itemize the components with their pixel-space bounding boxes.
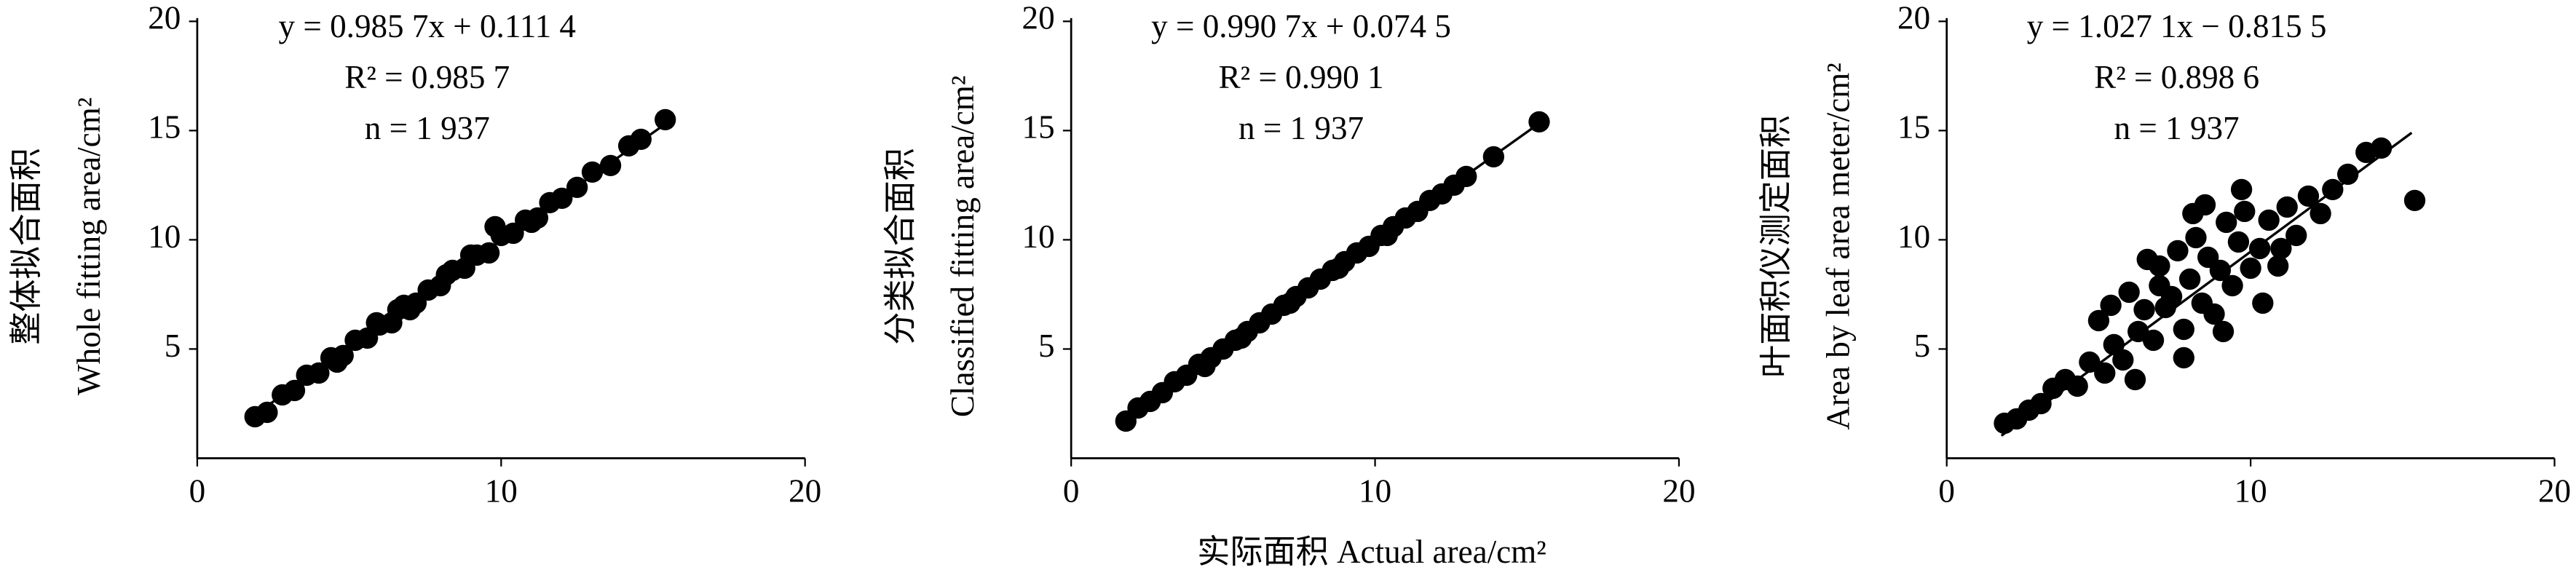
- x-tick-label: 0: [1938, 472, 1955, 509]
- point: [2227, 231, 2250, 253]
- point: [326, 351, 348, 373]
- y-tick-label: 15: [1022, 109, 1055, 146]
- point: [1376, 224, 1398, 247]
- point: [2310, 202, 2331, 225]
- annotation: R² = 0.898 6: [2094, 59, 2259, 95]
- y-axis-label: 整体拟合面积: [8, 148, 44, 345]
- point: [283, 379, 306, 402]
- fit-line: [2000, 132, 2413, 437]
- point: [2149, 274, 2170, 297]
- point: [2185, 226, 2207, 249]
- point: [387, 298, 409, 321]
- annotation: n = 1 937: [365, 110, 490, 146]
- point: [2258, 209, 2280, 231]
- fit-line: [254, 122, 666, 416]
- annotation: n = 1 937: [1238, 110, 1364, 146]
- annotation: y = 0.990 7x + 0.074 5: [1151, 8, 1451, 44]
- point: [459, 244, 482, 266]
- point: [2221, 274, 2243, 297]
- y-axis-label: 分类拟合面积: [882, 148, 918, 345]
- point: [2209, 259, 2232, 282]
- point: [2173, 318, 2194, 341]
- x-tick-label: 20: [1662, 472, 1695, 509]
- point: [521, 211, 542, 234]
- y-tick-label: 15: [1897, 109, 1930, 146]
- point: [2066, 375, 2088, 397]
- point: [2230, 178, 2253, 201]
- point: [1194, 355, 1216, 378]
- y-axis-label: Whole fitting area/cm²: [71, 98, 107, 395]
- point: [478, 242, 500, 264]
- point: [2252, 292, 2274, 314]
- point: [2136, 248, 2158, 271]
- point: [2285, 224, 2307, 247]
- point: [2240, 257, 2261, 280]
- x-tick-label: 10: [2235, 472, 2267, 509]
- point: [2133, 298, 2155, 321]
- annotation: y = 0.985 7x + 0.111 4: [279, 8, 576, 44]
- annotation: y = 1.027 1x − 0.815 5: [2027, 8, 2327, 44]
- point: [2167, 239, 2189, 262]
- point: [2142, 329, 2165, 352]
- x-axis-label: 实际面积 Actual area/cm²: [1197, 534, 1546, 570]
- y-tick-label: 10: [148, 218, 181, 255]
- point: [256, 401, 278, 424]
- x-tick-label: 0: [189, 472, 206, 509]
- y-tick-label: 10: [1897, 218, 1930, 255]
- y-axis-label: 叶面积仪测定面积: [1758, 115, 1794, 378]
- annotation: R² = 0.990 1: [1219, 59, 1384, 95]
- point: [484, 215, 506, 238]
- y-axis-label: Area by leaf area meter/cm²: [1820, 63, 1857, 429]
- y-tick-label: 10: [1022, 218, 1055, 255]
- point: [366, 312, 387, 334]
- fit-line: [1125, 122, 1540, 419]
- x-tick-label: 10: [485, 472, 518, 509]
- point: [2100, 294, 2122, 317]
- point: [2178, 268, 2201, 290]
- point: [2030, 392, 2052, 415]
- point: [2124, 368, 2146, 391]
- y-tick-label: 15: [148, 109, 181, 146]
- point: [2234, 200, 2256, 223]
- point: [2216, 211, 2237, 234]
- point: [2337, 163, 2359, 186]
- y-tick-label: 20: [1022, 0, 1055, 36]
- point: [2118, 281, 2140, 304]
- point: [2094, 362, 2116, 384]
- point: [2267, 255, 2289, 277]
- annotation: n = 1 937: [2114, 110, 2240, 146]
- x-tick-label: 10: [1359, 472, 1391, 509]
- point: [435, 264, 457, 286]
- y-tick-label: 5: [1914, 328, 1931, 364]
- point: [2403, 189, 2426, 212]
- point: [2173, 347, 2194, 369]
- point: [2087, 309, 2110, 332]
- point: [581, 161, 604, 183]
- point: [2182, 202, 2204, 225]
- point: [2203, 303, 2225, 325]
- y-tick-label: 20: [148, 0, 181, 36]
- y-axis-label: Classified fitting area/cm²: [944, 76, 981, 418]
- point: [2270, 237, 2292, 260]
- point: [655, 108, 676, 131]
- x-tick-label: 20: [789, 472, 821, 509]
- point: [2297, 185, 2320, 207]
- annotation: R² = 0.985 7: [344, 59, 510, 95]
- y-tick-label: 5: [1038, 328, 1055, 364]
- point: [2276, 196, 2298, 218]
- y-tick-label: 5: [165, 328, 181, 364]
- point: [2248, 237, 2271, 260]
- y-tick-label: 20: [1897, 0, 1930, 36]
- point: [308, 362, 330, 384]
- x-tick-label: 20: [2538, 472, 2571, 509]
- point: [2112, 349, 2134, 371]
- point: [2212, 320, 2235, 343]
- point: [2370, 137, 2393, 159]
- x-tick-label: 0: [1063, 472, 1080, 509]
